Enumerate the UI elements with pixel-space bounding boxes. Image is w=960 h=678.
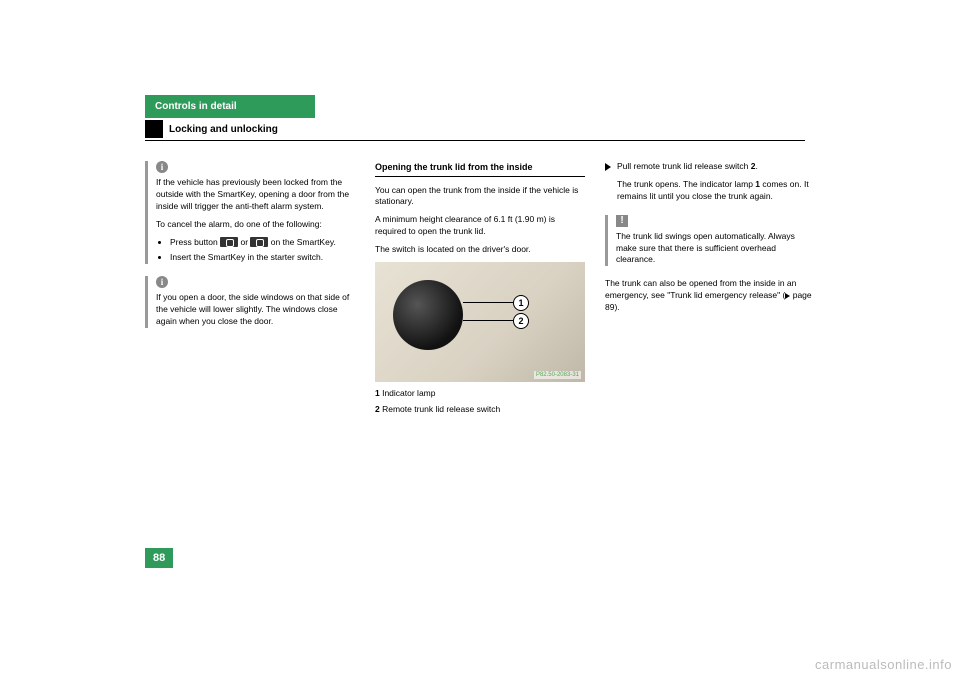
bullet-item: Insert the SmartKey in the starter switc… bbox=[170, 252, 355, 264]
door-switch-figure: 1 2 P82.50-2083-31 bbox=[375, 262, 585, 382]
info-note-2: i If you open a door, the side windows o… bbox=[145, 276, 355, 328]
text-fragment: . bbox=[755, 161, 757, 171]
page-number: 88 bbox=[145, 548, 173, 568]
text-fragment: The trunk opens. The indicator lamp bbox=[617, 179, 755, 189]
body-text: A minimum height clearance of 6.1 ft (1.… bbox=[375, 214, 585, 238]
info-icon: i bbox=[156, 276, 168, 288]
info-note-1: i If the vehicle has previously been loc… bbox=[145, 161, 355, 264]
text-fragment: on the SmartKey. bbox=[271, 237, 336, 247]
body-text: The trunk can also be opened from the in… bbox=[605, 278, 815, 314]
action-text: Pull remote trunk lid release switch 2. bbox=[617, 161, 815, 173]
lock-key-icon bbox=[250, 237, 268, 247]
note-text: To cancel the alarm, do one of the follo… bbox=[156, 219, 355, 231]
watermark: carmanualsonline.info bbox=[815, 657, 952, 672]
legend-text: Remote trunk lid release switch bbox=[380, 404, 500, 414]
caution-icon: ! bbox=[616, 215, 628, 227]
caution-note: ! The trunk lid swings open automaticall… bbox=[605, 215, 815, 267]
callout-line bbox=[463, 302, 513, 303]
text-fragment: The trunk can also be opened from the in… bbox=[605, 278, 796, 300]
section-marker bbox=[145, 120, 163, 138]
figure-legend: 1 Indicator lamp bbox=[375, 388, 585, 400]
callout-2: 2 bbox=[513, 313, 529, 329]
header-divider bbox=[145, 140, 805, 141]
text-fragment: Press button bbox=[170, 237, 220, 247]
body-text: You can open the trunk from the inside i… bbox=[375, 185, 585, 209]
result-text: The trunk opens. The indicator lamp 1 co… bbox=[617, 179, 815, 203]
subsection-title: Opening the trunk lid from the inside bbox=[375, 161, 585, 177]
bullet-item: Press button or on the SmartKey. bbox=[170, 237, 355, 249]
section-title: Locking and unlocking bbox=[169, 124, 278, 135]
column-2: Opening the trunk lid from the inside Yo… bbox=[375, 161, 585, 420]
column-1: i If the vehicle has previously been loc… bbox=[145, 161, 355, 420]
action-triangle-icon bbox=[605, 163, 611, 171]
note-text: If you open a door, the side windows on … bbox=[156, 292, 355, 328]
text-fragment: or bbox=[240, 237, 250, 247]
figure-legend: 2 Remote trunk lid release switch bbox=[375, 404, 585, 416]
switch-knob-graphic bbox=[393, 280, 463, 350]
callout-1: 1 bbox=[513, 295, 529, 311]
callout-line bbox=[463, 320, 513, 321]
unlock-key-icon bbox=[220, 237, 238, 247]
body-text: The switch is located on the driver's do… bbox=[375, 244, 585, 256]
note-text: The trunk lid swings open automatically.… bbox=[616, 231, 815, 267]
text-fragment: Pull remote trunk lid release switch bbox=[617, 161, 751, 171]
note-text: If the vehicle has previously been locke… bbox=[156, 177, 355, 213]
info-icon: i bbox=[156, 161, 168, 173]
chapter-tab: Controls in detail bbox=[145, 95, 315, 118]
action-step: Pull remote trunk lid release switch 2. … bbox=[605, 161, 815, 209]
figure-code: P82.50-2083-31 bbox=[534, 371, 581, 379]
legend-text: Indicator lamp bbox=[380, 388, 436, 398]
column-3: Pull remote trunk lid release switch 2. … bbox=[605, 161, 815, 420]
